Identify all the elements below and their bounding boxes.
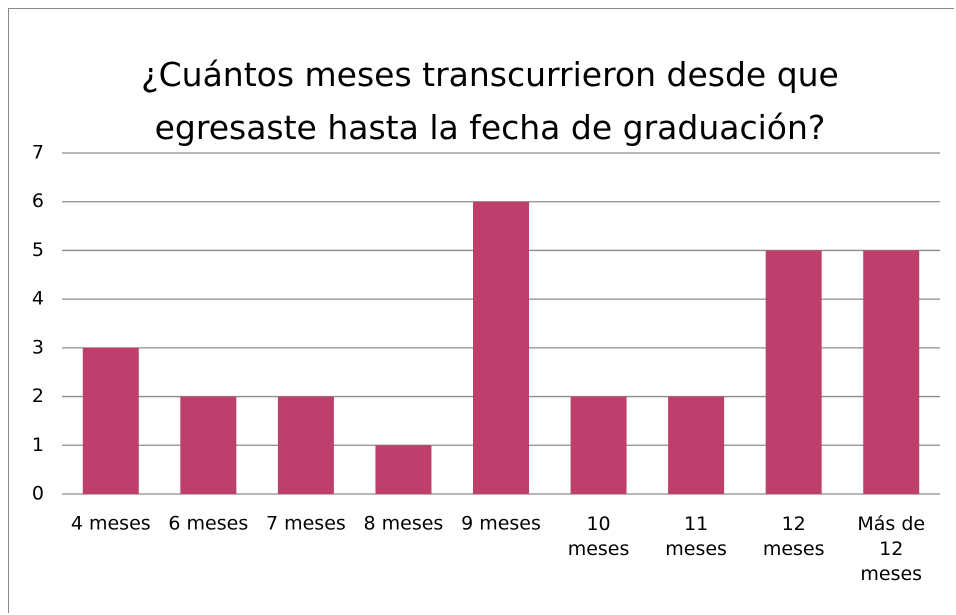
y-tick-label: 5 [32,239,44,261]
y-tick-label: 3 [32,336,44,358]
bar [473,201,529,494]
y-tick-label: 1 [32,434,44,456]
x-tick-label: 10 meses [568,513,630,560]
bar [277,396,334,494]
bar [863,250,920,494]
x-tick-label: 12 meses [763,513,825,560]
bar [82,347,139,494]
x-tick-label: Más de 12 meses [857,513,925,585]
bar [180,396,237,494]
chart-frame [8,8,954,613]
bar [570,396,627,494]
x-tick-label: 8 meses [364,513,444,535]
y-tick-label: 2 [32,385,44,407]
y-tick-label: 0 [32,483,44,505]
y-tick-label: 4 [32,288,44,310]
bar [765,250,822,494]
x-tick-label: 4 meses [71,513,151,535]
y-tick-label: 6 [32,190,44,212]
y-tick-label: 7 [32,142,44,164]
bar [668,396,725,494]
x-tick-label: 7 meses [266,513,346,535]
chart-title: ¿Cuántos meses transcurrieron desde que … [141,55,839,147]
x-tick-label: 9 meses [461,513,541,535]
x-tick-label: 6 meses [168,513,248,535]
x-tick-label: 11 meses [665,513,727,560]
bar [375,445,432,494]
